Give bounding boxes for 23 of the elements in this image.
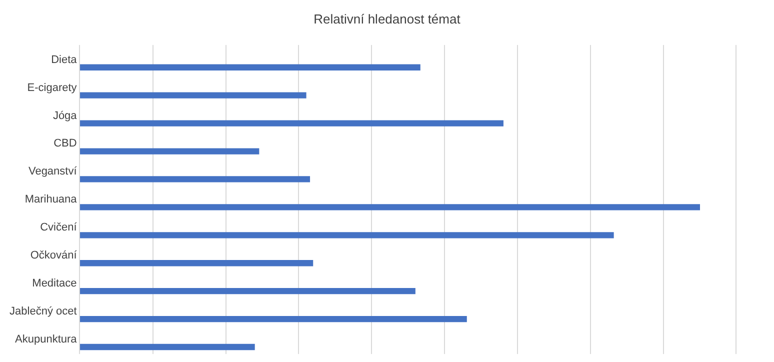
y-tick-label: Veganství: [28, 166, 78, 178]
y-tick-label: Očkování: [30, 250, 78, 262]
bar: [80, 176, 310, 182]
y-tick-label: CBD: [54, 138, 77, 150]
bar: [80, 64, 420, 70]
bar: [80, 260, 314, 266]
bar: [80, 148, 260, 154]
y-tick-label: Marihuana: [24, 194, 78, 206]
y-tick-label: Akupunktura: [15, 333, 78, 346]
bar: [80, 288, 416, 294]
y-tick-label: Dieta: [51, 54, 78, 66]
bar: [80, 344, 255, 350]
y-tick-label: Jóga: [52, 110, 78, 122]
bar: [80, 316, 467, 322]
y-tick-label: Jablečný ocet: [10, 306, 77, 318]
bar: [80, 232, 614, 238]
chart-title: Relativní hledanost témat: [314, 12, 461, 27]
bar: [80, 92, 306, 98]
y-tick-label: E-cigarety: [27, 82, 78, 94]
y-tick-label: Cvičení: [40, 222, 78, 234]
bar: [80, 204, 700, 210]
y-tick-label: Meditace: [32, 278, 77, 290]
bar: [80, 120, 504, 126]
